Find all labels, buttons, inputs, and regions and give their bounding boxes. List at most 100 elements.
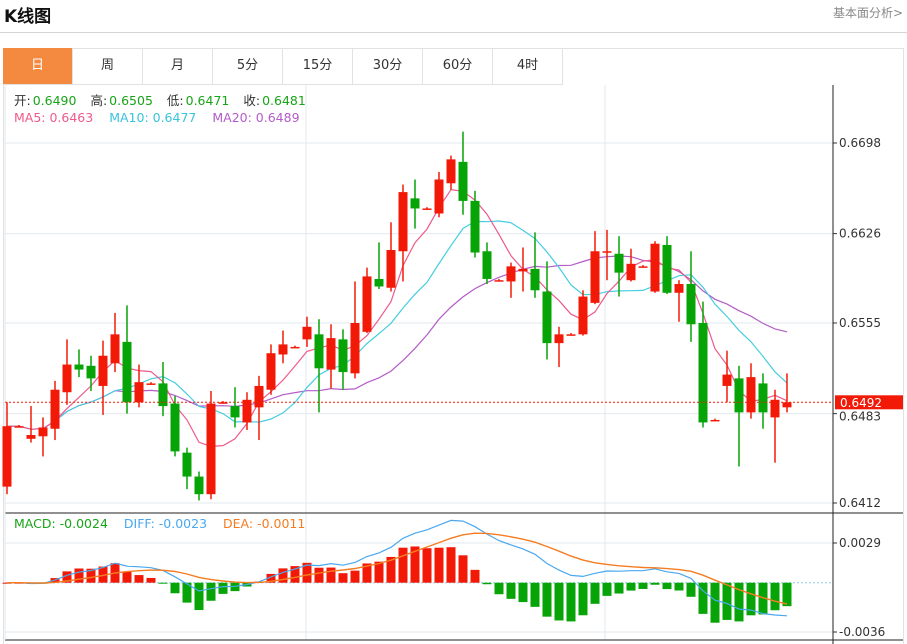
macd-bar xyxy=(218,582,228,594)
macd-bar xyxy=(590,582,600,604)
macd-bar xyxy=(398,547,408,583)
macd-bar xyxy=(314,567,324,583)
ma20-value: MA20: 0.6489 xyxy=(212,110,300,125)
macd-bar xyxy=(578,582,588,616)
tab-5[interactable]: 30分 xyxy=(353,48,423,85)
candle-body xyxy=(422,208,432,210)
macd-bar xyxy=(134,575,144,583)
candle-body xyxy=(758,383,768,413)
candle-body xyxy=(530,268,540,291)
open-label: 开: xyxy=(14,93,31,108)
tab-4[interactable]: 15分 xyxy=(283,48,353,85)
macd-bar xyxy=(482,582,492,585)
low-value: 0.6471 xyxy=(185,93,230,108)
macd-tick-label: 0.0029 xyxy=(839,536,881,550)
candle-body xyxy=(746,377,756,413)
candle-body xyxy=(14,426,24,428)
candle-body xyxy=(482,251,492,279)
candle-body xyxy=(2,426,12,487)
candle-body xyxy=(470,200,480,253)
candle-body xyxy=(350,323,360,374)
tab-3[interactable]: 5分 xyxy=(213,48,283,85)
macd-bar xyxy=(614,582,624,594)
candle-body xyxy=(554,334,564,344)
ma-legend: MA5: 0.6463 MA10: 0.6477 MA20: 0.6489 xyxy=(14,110,302,125)
candle-body xyxy=(602,251,612,253)
macd-bar xyxy=(782,582,792,607)
high-label: 高: xyxy=(90,93,108,108)
macd-value: MACD: -0.0024 xyxy=(14,516,108,531)
candle-body xyxy=(542,291,552,344)
candle-body xyxy=(722,374,732,386)
tab-7[interactable]: 4时 xyxy=(493,48,563,85)
tab-6[interactable]: 60分 xyxy=(423,48,493,85)
current-price-badge xyxy=(835,395,903,410)
macd-tick-label: -0.0036 xyxy=(839,625,885,639)
price-tick-label: 0.6483 xyxy=(839,409,881,423)
candle-body xyxy=(338,339,348,373)
macd-bar xyxy=(698,582,708,614)
candle-body xyxy=(26,435,36,439)
tab-2[interactable]: 月 xyxy=(143,48,213,85)
candle-body xyxy=(158,383,168,407)
candle-body xyxy=(290,346,300,349)
macd-bar xyxy=(410,546,420,583)
open-value: 0.6490 xyxy=(32,93,77,108)
candle-body xyxy=(50,389,60,429)
candle-body xyxy=(710,419,720,422)
macd-bar xyxy=(206,582,216,601)
candle-body xyxy=(146,383,156,385)
candle-body xyxy=(590,251,600,303)
macd-bar xyxy=(98,566,108,583)
candle-body xyxy=(230,406,240,418)
candle-body xyxy=(494,280,504,282)
candle-body xyxy=(302,326,312,340)
price-tick-label: 0.6555 xyxy=(839,316,881,330)
macd-bar xyxy=(734,582,744,622)
macd-bar xyxy=(626,582,636,591)
diff-line xyxy=(7,519,788,617)
macd-bar xyxy=(566,582,576,622)
candle-body xyxy=(518,268,528,272)
macd-bar xyxy=(362,563,372,583)
candle-body xyxy=(458,161,468,201)
candle-body xyxy=(734,378,744,413)
macd-bar xyxy=(170,582,180,594)
low-label: 低: xyxy=(166,93,184,108)
candle-body xyxy=(674,283,684,293)
macd-bar xyxy=(302,562,312,583)
candle-body xyxy=(110,334,120,364)
candle-body xyxy=(242,399,252,423)
candle-body xyxy=(638,266,648,268)
candle-body xyxy=(98,355,108,386)
macd-bar xyxy=(386,556,396,583)
macd-bar xyxy=(122,571,132,583)
candle-body xyxy=(506,266,516,282)
tab-1[interactable]: 周 xyxy=(73,48,143,85)
macd-bar xyxy=(434,547,444,583)
tab-0[interactable]: 日 xyxy=(3,48,73,85)
macd-bar xyxy=(746,582,756,616)
macd-bar xyxy=(74,568,84,583)
macd-bar xyxy=(422,548,432,583)
high-value: 0.6505 xyxy=(109,93,153,108)
macd-bar xyxy=(278,568,288,583)
candle-body xyxy=(362,276,372,332)
candle-body xyxy=(122,341,132,403)
period-tabs: 日周月 5分 15分 30分 60分 4时 xyxy=(3,48,563,85)
macd-bar xyxy=(662,582,672,590)
candle-body xyxy=(170,403,180,452)
candle-body xyxy=(38,427,48,437)
macd-bar xyxy=(770,582,780,611)
macd-bar xyxy=(458,555,468,583)
macd-bar xyxy=(554,582,564,621)
header-divider xyxy=(0,32,907,33)
candle-body xyxy=(86,365,96,379)
macd-bar xyxy=(518,582,528,603)
candle-body xyxy=(650,243,660,292)
candle-body xyxy=(326,338,336,370)
candle-body xyxy=(686,283,696,325)
fundamental-analysis-link[interactable]: 基本面分析> xyxy=(832,6,903,20)
ma10-value: MA10: 0.6477 xyxy=(109,110,197,125)
